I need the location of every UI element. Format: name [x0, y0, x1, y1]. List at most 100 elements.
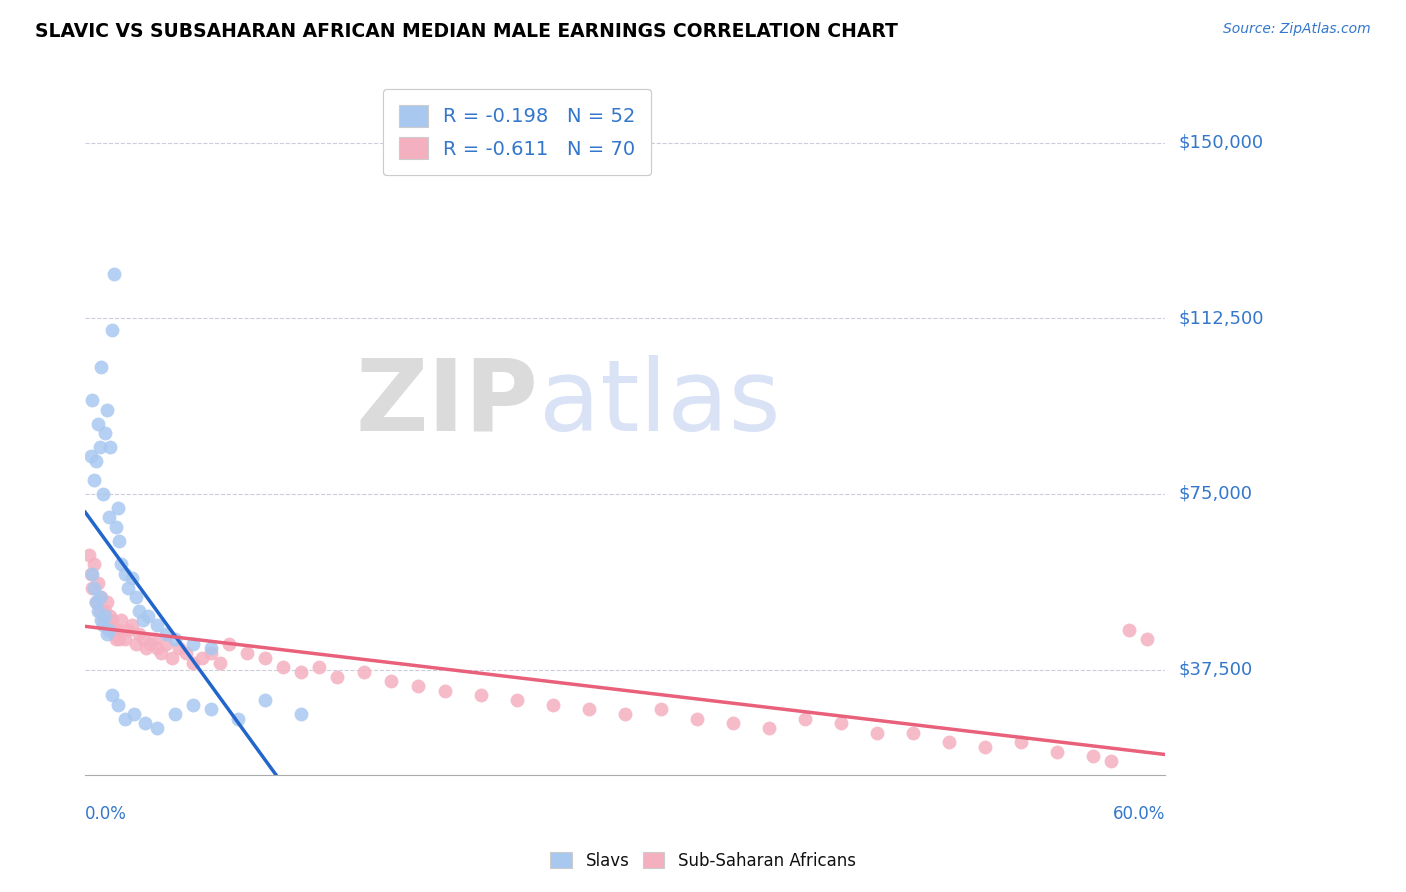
- Point: [125, 637, 148, 651]
- Point: [1118, 623, 1140, 637]
- Point: [181, 698, 204, 712]
- Point: [165, 632, 187, 646]
- Point: [794, 712, 817, 726]
- Point: [308, 660, 330, 674]
- Text: $75,000: $75,000: [1180, 485, 1253, 503]
- Point: [434, 683, 457, 698]
- Point: [901, 725, 924, 739]
- Legend: R = -0.198   N = 52, R = -0.611   N = 70: R = -0.198 N = 52, R = -0.611 N = 70: [382, 89, 651, 175]
- Point: [87, 417, 110, 431]
- Point: [114, 712, 136, 726]
- Point: [90, 613, 112, 627]
- Point: [114, 566, 136, 581]
- Point: [80, 450, 103, 464]
- Point: [87, 604, 110, 618]
- Point: [614, 706, 637, 721]
- Point: [830, 716, 852, 731]
- Point: [135, 641, 157, 656]
- Point: [96, 402, 118, 417]
- Point: [107, 500, 129, 515]
- Text: $112,500: $112,500: [1180, 310, 1264, 327]
- Point: [82, 566, 104, 581]
- Point: [101, 688, 124, 702]
- Point: [125, 590, 148, 604]
- Point: [110, 613, 132, 627]
- Point: [650, 702, 672, 716]
- Point: [200, 702, 222, 716]
- Point: [134, 716, 156, 731]
- Point: [104, 519, 127, 533]
- Point: [1099, 754, 1122, 768]
- Point: [107, 698, 129, 712]
- Point: [506, 693, 529, 707]
- Point: [90, 590, 112, 604]
- Point: [117, 623, 139, 637]
- Point: [80, 566, 103, 581]
- Point: [758, 721, 780, 735]
- Point: [128, 604, 150, 618]
- Point: [128, 627, 150, 641]
- Point: [90, 360, 112, 375]
- Text: 60.0%: 60.0%: [1112, 805, 1166, 823]
- Point: [107, 623, 129, 637]
- Point: [83, 473, 105, 487]
- Point: [121, 571, 143, 585]
- Point: [236, 646, 259, 660]
- Point: [578, 702, 600, 716]
- Point: [254, 650, 277, 665]
- Point: [470, 688, 492, 702]
- Point: [146, 618, 169, 632]
- Legend: Slavs, Sub-Saharan Africans: Slavs, Sub-Saharan Africans: [544, 846, 862, 877]
- Point: [110, 557, 132, 571]
- Point: [94, 604, 117, 618]
- Point: [1081, 749, 1104, 764]
- Point: [84, 454, 107, 468]
- Text: 0.0%: 0.0%: [86, 805, 127, 823]
- Point: [146, 641, 169, 656]
- Point: [136, 608, 159, 623]
- Point: [1010, 735, 1032, 749]
- Text: $37,500: $37,500: [1180, 661, 1253, 679]
- Point: [94, 608, 117, 623]
- Point: [97, 623, 120, 637]
- Point: [82, 581, 104, 595]
- Text: ZIP: ZIP: [356, 355, 538, 451]
- Point: [132, 632, 155, 646]
- Point: [866, 725, 889, 739]
- Point: [541, 698, 564, 712]
- Point: [117, 581, 139, 595]
- Point: [96, 627, 118, 641]
- Point: [209, 656, 232, 670]
- Point: [146, 721, 169, 735]
- Point: [200, 646, 222, 660]
- Point: [84, 594, 107, 608]
- Point: [721, 716, 744, 731]
- Point: [271, 660, 294, 674]
- Point: [100, 608, 122, 623]
- Point: [155, 627, 177, 641]
- Point: [101, 613, 124, 627]
- Point: [83, 581, 105, 595]
- Point: [254, 693, 277, 707]
- Point: [96, 594, 118, 608]
- Point: [82, 393, 104, 408]
- Point: [121, 618, 143, 632]
- Point: [122, 706, 145, 721]
- Point: [160, 650, 183, 665]
- Point: [406, 679, 429, 693]
- Point: [89, 590, 111, 604]
- Point: [87, 575, 110, 590]
- Point: [167, 641, 190, 656]
- Point: [191, 650, 214, 665]
- Text: SLAVIC VS SUBSAHARAN AFRICAN MEDIAN MALE EARNINGS CORRELATION CHART: SLAVIC VS SUBSAHARAN AFRICAN MEDIAN MALE…: [35, 22, 898, 41]
- Point: [149, 646, 172, 660]
- Point: [91, 487, 114, 501]
- Point: [91, 618, 114, 632]
- Point: [104, 632, 127, 646]
- Point: [155, 637, 177, 651]
- Point: [103, 267, 125, 281]
- Point: [139, 637, 162, 651]
- Point: [97, 510, 120, 524]
- Point: [1046, 744, 1069, 758]
- Point: [100, 440, 122, 454]
